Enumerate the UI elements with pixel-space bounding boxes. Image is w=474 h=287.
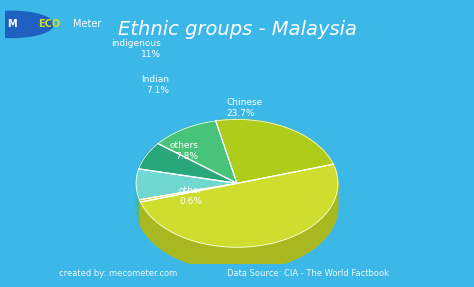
Text: others
7.8%: others 7.8%: [169, 141, 198, 161]
Text: Chinese
23.7%: Chinese 23.7%: [227, 98, 263, 118]
Polygon shape: [158, 121, 237, 183]
Circle shape: [0, 11, 53, 37]
Text: created by: mecometer.com: created by: mecometer.com: [59, 269, 178, 278]
Polygon shape: [139, 200, 141, 226]
Text: indigenous
11%: indigenous 11%: [111, 38, 161, 59]
Polygon shape: [136, 169, 237, 200]
Text: Data Source: CIA - The World Factbook: Data Source: CIA - The World Factbook: [227, 269, 389, 278]
Polygon shape: [139, 183, 237, 202]
Text: Meter: Meter: [73, 20, 102, 29]
Text: M: M: [7, 20, 17, 29]
Polygon shape: [136, 183, 139, 223]
Text: Indian
7.1%: Indian 7.1%: [141, 75, 169, 95]
Polygon shape: [139, 144, 237, 183]
Polygon shape: [141, 164, 338, 247]
Polygon shape: [141, 184, 338, 271]
Text: other
0.6%: other 0.6%: [178, 186, 202, 206]
Text: ECO: ECO: [38, 20, 60, 29]
Polygon shape: [216, 119, 333, 183]
Text: Ethnic groups - Malaysia: Ethnic groups - Malaysia: [118, 20, 356, 39]
